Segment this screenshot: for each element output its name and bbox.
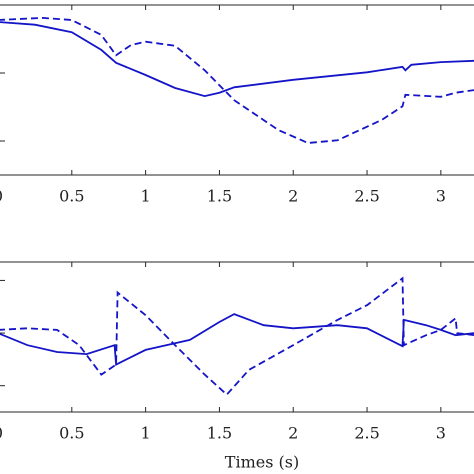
x-tick-label: 0.5 xyxy=(59,424,84,443)
x-tick-label: 0.5 xyxy=(59,187,84,206)
line-series xyxy=(0,313,474,367)
line-series xyxy=(0,21,474,98)
x-tick-label: 1.5 xyxy=(207,187,232,206)
x-tick-label: 0 xyxy=(0,187,3,206)
line-series xyxy=(0,16,474,144)
x-tick-label: 3 xyxy=(436,424,446,443)
axes-frame xyxy=(0,261,474,413)
x-tick-label: 2 xyxy=(288,424,298,443)
x-tick-label: 2.5 xyxy=(354,187,379,206)
x-tick-label: 1.5 xyxy=(207,424,232,443)
x-axis-label: Times (s) xyxy=(225,453,299,472)
x-tick-label: 0 xyxy=(0,424,3,443)
x-tick-label: 1 xyxy=(141,187,151,206)
x-tick-label: 1 xyxy=(141,424,151,443)
x-tick-label: 3 xyxy=(436,187,446,206)
x-tick-label: 2.5 xyxy=(354,424,379,443)
x-tick-label: 2 xyxy=(288,187,298,206)
line-series xyxy=(0,276,474,396)
axes-frame xyxy=(0,4,474,176)
